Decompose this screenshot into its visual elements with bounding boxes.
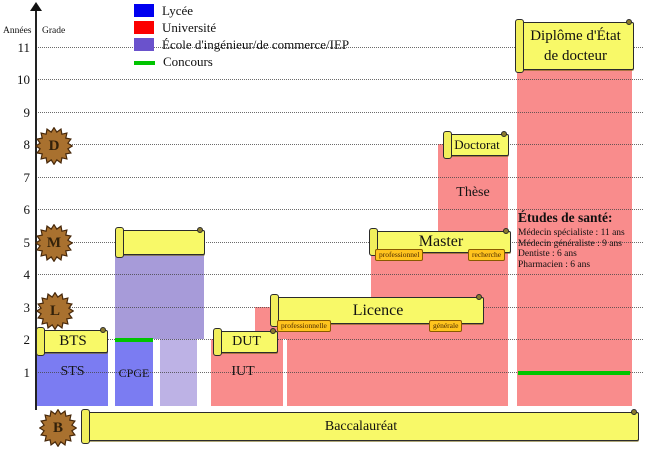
year-tick-4: 4	[23, 267, 31, 282]
gridline	[35, 177, 643, 178]
banner-dut-text: DUT	[232, 334, 261, 349]
banner-baccalaureat-text: Baccalauréat	[324, 418, 398, 434]
banner-bts-text: BTS	[59, 333, 87, 349]
legend-item-lycee: Lycée	[134, 2, 349, 19]
legend: Lycée Université École d'ingénieur/de co…	[134, 2, 349, 70]
legend-item-ecole: École d'ingénieur/de commerce/IEP	[134, 36, 349, 53]
concours-line-sante	[518, 371, 630, 375]
lycee-swatch-icon	[134, 4, 154, 17]
gridline	[35, 144, 643, 145]
banner-doctorat-text: Doctorat	[454, 137, 500, 152]
badge-seal-icon	[35, 224, 73, 262]
year-tick-5: 5	[23, 235, 31, 250]
banner-doctorat: Doctorat	[443, 131, 509, 159]
grade-badge-licence: L	[36, 292, 74, 330]
etudes-sante-block: Études de santé: Médecin spécialiste : 1…	[518, 210, 632, 270]
year-tick-8: 8	[23, 137, 31, 152]
sante-item-medecin-generaliste: Médecin généraliste : 9 ans	[518, 238, 622, 249]
badge-seal-icon	[39, 409, 77, 447]
gridline	[35, 372, 643, 373]
cpge-label: CPGE	[118, 366, 150, 380]
year-tick-1: 1	[23, 365, 31, 380]
legend-label: Université	[162, 19, 217, 35]
badge-letter-m: M	[46, 234, 62, 251]
year-tick-3: 3	[23, 300, 31, 315]
bar-etudes-sante	[517, 47, 632, 406]
gridline	[35, 242, 643, 243]
banner-licence-text: Licence	[352, 301, 404, 319]
badge-letter-l: L	[49, 302, 60, 319]
sante-item-medecin-specialiste: Médecin spécialiste : 11 ans	[518, 228, 625, 238]
banner-dut: DUT	[213, 328, 278, 356]
grade-badge-baccalaureat: B	[39, 409, 77, 447]
gridline	[35, 339, 643, 340]
gridline	[35, 112, 643, 113]
sante-item-dentiste: Dentiste : 6 ans	[518, 249, 577, 259]
bar-these	[438, 144, 508, 242]
badge-letter-d: D	[48, 137, 60, 154]
year-tick-6: 6	[23, 202, 31, 217]
bar-cpge	[115, 342, 153, 406]
year-tick-9: 9	[23, 105, 31, 120]
tag-licence-generale: générale	[429, 320, 463, 332]
gridline	[35, 274, 643, 275]
y-axis-title: Années	[3, 26, 32, 36]
tag-licence-professionnelle: professionnelle	[277, 320, 331, 332]
y-axis-line	[35, 10, 37, 410]
diplome-line-1: Diplôme d'État	[530, 28, 621, 44]
gridline	[35, 79, 643, 80]
grade-badge-doctorat: D	[35, 127, 73, 165]
banner-master-text: Master	[418, 233, 464, 250]
year-tick-11: 11	[17, 40, 30, 55]
ecole-swatch-icon	[134, 38, 154, 51]
concours-line-cpge	[115, 338, 153, 342]
banner-licence: Licence professionnelle générale	[270, 294, 484, 332]
sts-label: STS	[60, 364, 85, 379]
etudes-sante-title: Études de santé:	[518, 210, 613, 225]
diplome-line-2: de docteur	[544, 48, 607, 64]
badge-seal-icon	[35, 127, 73, 165]
these-label: Thèse	[456, 185, 490, 200]
year-tick-10: 10	[17, 72, 30, 87]
grade-column-label: Grade	[42, 26, 66, 36]
y-axis-arrow-icon	[30, 2, 42, 11]
tag-master-recherche: recherche	[468, 249, 506, 261]
legend-item-universite: Université	[134, 19, 349, 36]
iut-label: IUT	[231, 364, 255, 379]
legend-label: Lycée	[162, 2, 194, 18]
legend-item-concours: Concours	[134, 53, 349, 70]
tag-master-professionnel: professionnel	[375, 249, 424, 261]
legend-label: École d'ingénieur/de commerce/IEP	[162, 36, 350, 52]
banner-baccalaureat: Baccalauréat	[81, 409, 639, 444]
banner-master: Master professionnel recherche	[369, 228, 511, 261]
gridline	[35, 47, 643, 48]
bar-ecole-ingenieur	[115, 242, 204, 339]
grade-badge-master: M	[35, 224, 73, 262]
gridline	[35, 209, 643, 210]
badge-seal-icon	[36, 292, 74, 330]
badge-letter-b: B	[52, 419, 63, 436]
banner-diplome-text: Diplôme d'État de docteur	[530, 26, 621, 66]
universite-swatch-icon	[134, 21, 154, 34]
banner-bts: BTS	[36, 327, 108, 356]
year-tick-2: 2	[23, 332, 31, 347]
legend-label: Concours	[163, 53, 213, 69]
banner-diplome-etat: Diplôme d'État de docteur	[515, 19, 634, 73]
sante-item-pharmacien: Pharmacien : 6 ans	[518, 259, 591, 270]
concours-line-swatch-icon	[134, 60, 155, 65]
banner-ecole-diplome	[115, 227, 205, 258]
year-tick-7: 7	[23, 170, 31, 185]
